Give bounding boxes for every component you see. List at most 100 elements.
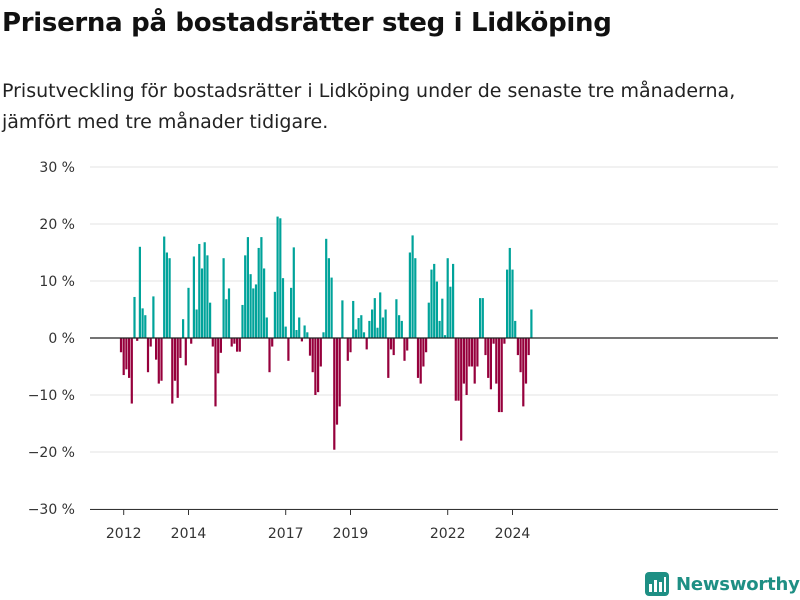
bar	[119, 338, 123, 353]
bar	[492, 338, 495, 344]
bar	[314, 338, 317, 395]
bar	[414, 258, 417, 338]
bar	[333, 338, 336, 450]
bar	[395, 299, 398, 338]
bar	[214, 338, 217, 407]
bar	[284, 326, 287, 338]
bar	[165, 252, 168, 338]
bar	[422, 338, 425, 367]
bar	[379, 292, 382, 338]
bar	[349, 338, 352, 353]
bar	[522, 338, 525, 407]
bar	[425, 338, 428, 353]
y-tick-label: −10 %	[28, 388, 75, 404]
bar	[290, 287, 293, 338]
bar	[200, 268, 204, 338]
bar	[346, 338, 349, 361]
bar	[398, 315, 401, 338]
bar	[152, 296, 155, 338]
bar	[384, 309, 387, 338]
bar	[179, 338, 182, 358]
bar	[254, 284, 258, 338]
bar	[322, 332, 325, 338]
bar	[503, 338, 506, 344]
bar	[484, 338, 487, 356]
bar	[303, 325, 306, 338]
bar	[273, 291, 276, 338]
bar	[487, 338, 490, 378]
bar	[392, 338, 395, 356]
bar	[271, 338, 274, 347]
y-tick-label: −30 %	[28, 502, 75, 518]
bar	[176, 338, 179, 398]
bar	[416, 338, 420, 378]
bar	[246, 237, 249, 338]
bar	[389, 338, 393, 350]
bar	[462, 338, 465, 384]
y-tick-label: 0 %	[48, 331, 75, 347]
bar	[252, 288, 255, 338]
x-tick-label: 2019	[333, 526, 369, 542]
bar	[341, 300, 344, 338]
bar	[479, 298, 482, 338]
y-tick-label: −20 %	[28, 445, 75, 461]
bar	[209, 302, 212, 338]
bar	[327, 258, 330, 338]
bar	[155, 338, 158, 360]
bar	[319, 338, 322, 367]
bar	[317, 338, 320, 393]
bar	[292, 247, 295, 338]
bar	[257, 247, 260, 338]
bar	[519, 338, 522, 373]
bar	[130, 338, 133, 404]
bar	[157, 338, 160, 384]
bar	[195, 309, 198, 338]
bar	[138, 246, 141, 338]
bar	[136, 338, 139, 341]
bar	[149, 338, 152, 347]
bar	[306, 332, 309, 338]
bar-chart-logo-icon	[645, 572, 669, 596]
bar	[260, 237, 263, 338]
bar	[311, 338, 314, 373]
bar	[371, 309, 374, 338]
y-tick-label: 30 %	[39, 160, 75, 176]
bar	[133, 296, 136, 338]
bar	[281, 278, 285, 338]
bar	[495, 338, 498, 384]
bar	[500, 338, 503, 413]
bar	[516, 338, 519, 356]
bar	[443, 335, 447, 338]
bar	[403, 338, 406, 361]
bar	[128, 338, 131, 378]
bar	[163, 236, 166, 338]
bar	[325, 238, 328, 338]
bar	[190, 338, 193, 344]
bar	[335, 338, 339, 425]
bar	[373, 298, 376, 338]
bar	[352, 300, 355, 338]
bar	[511, 269, 514, 338]
bar	[419, 338, 422, 384]
bar	[265, 317, 268, 338]
bar	[287, 338, 290, 361]
y-tick-label: 10 %	[39, 274, 75, 290]
bar	[203, 242, 206, 338]
brand-logo: Newsworthy	[645, 571, 800, 597]
bar	[263, 268, 266, 338]
y-tick-label: 20 %	[39, 217, 75, 233]
bar	[268, 338, 271, 373]
bar	[460, 338, 463, 441]
bar	[357, 318, 360, 338]
bar	[222, 258, 225, 338]
bar	[454, 338, 457, 401]
bar	[211, 338, 214, 347]
bar	[497, 338, 501, 413]
bar	[433, 263, 436, 338]
last-value-label: 5 %	[530, 0, 557, 4]
bar	[427, 302, 430, 338]
bar	[360, 315, 363, 338]
bar	[236, 338, 239, 352]
bar	[452, 263, 455, 338]
